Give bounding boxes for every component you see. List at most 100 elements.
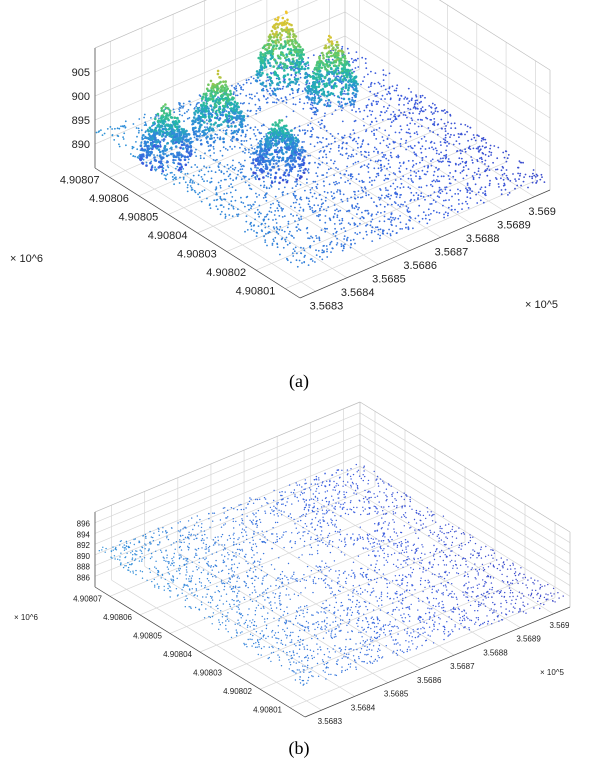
crown-point <box>325 61 329 64</box>
cloud-point <box>417 118 419 121</box>
crown-point <box>270 49 274 53</box>
crown-point <box>279 137 282 141</box>
cloud-point <box>274 181 276 183</box>
cloud-point <box>469 148 472 151</box>
crown-point <box>229 92 233 95</box>
cloud-point <box>504 188 507 191</box>
cloud-point <box>464 133 466 136</box>
cloud-point <box>255 235 258 238</box>
cloud-point <box>166 165 169 167</box>
crown-point <box>177 168 181 172</box>
crown-point <box>289 156 293 159</box>
cloud-point <box>250 76 253 78</box>
cloud-point <box>428 147 431 150</box>
cloud-point <box>186 190 189 193</box>
cloud-point <box>302 210 305 212</box>
cloud-point <box>420 125 423 128</box>
cloud-point <box>315 185 318 188</box>
cloud-point <box>406 632 408 635</box>
cloud-point <box>440 144 442 147</box>
cloud-point <box>416 107 419 110</box>
y-multiplier: × 10^6 <box>10 253 43 265</box>
crown-point <box>279 44 283 47</box>
cloud-point <box>325 156 328 159</box>
crown-point <box>200 142 203 146</box>
crown-point <box>297 152 301 156</box>
cloud-point <box>365 194 368 197</box>
cloud-point <box>215 186 218 189</box>
cloud-point <box>387 524 390 526</box>
cloud-point <box>391 85 394 88</box>
cloud-point <box>229 605 231 608</box>
crown-point <box>343 76 347 80</box>
cloud-point <box>341 142 344 145</box>
cloud-point <box>141 546 143 548</box>
cloud-point <box>247 78 250 81</box>
crown-point <box>281 23 284 27</box>
cloud-point <box>362 237 365 240</box>
cloud-point <box>153 578 155 581</box>
cloud-point <box>538 597 541 599</box>
crown-point <box>225 117 229 120</box>
crown-point <box>269 57 273 61</box>
cloud-point <box>407 87 410 90</box>
cloud-point <box>385 488 388 490</box>
cloud-point <box>206 126 209 129</box>
cloud-point <box>294 197 297 199</box>
cloud-point <box>545 599 547 601</box>
cloud-point <box>125 540 128 543</box>
cloud-point <box>271 509 273 511</box>
cloud-point <box>341 146 344 149</box>
cloud-point <box>421 644 423 647</box>
crown-point <box>153 140 157 143</box>
cloud-point <box>431 146 433 149</box>
crown-point <box>262 176 265 179</box>
cloud-point <box>417 214 420 217</box>
cloud-point <box>443 638 445 641</box>
cloud-point <box>106 127 109 130</box>
crown-point <box>269 168 273 172</box>
cloud-point <box>408 608 411 610</box>
cloud-point <box>309 205 311 208</box>
cloud-point <box>245 560 247 562</box>
cloud-point <box>320 229 323 232</box>
cloud-point <box>253 133 256 135</box>
cloud-point <box>293 194 295 197</box>
cloud-point <box>457 199 460 201</box>
crown-point <box>321 74 324 78</box>
cloud-point <box>272 163 275 165</box>
crown-point <box>272 132 276 135</box>
cloud-point <box>285 98 288 101</box>
crown-point <box>197 114 201 118</box>
crown-point <box>355 89 358 92</box>
cloud-point <box>366 115 369 118</box>
cloud-point <box>403 498 405 501</box>
crown-point <box>259 150 262 154</box>
cloud-point <box>292 255 295 257</box>
cloud-point <box>320 203 323 206</box>
cloud-point <box>419 110 421 113</box>
crown-point <box>230 107 233 110</box>
cloud-point <box>180 105 183 108</box>
cloud-point <box>262 579 264 582</box>
cloud-point <box>337 210 340 213</box>
cloud-point <box>485 142 488 144</box>
crown-point <box>232 120 235 124</box>
cloud-point <box>232 207 235 210</box>
cloud-point <box>223 585 226 588</box>
cloud-point <box>492 161 494 164</box>
cloud-point <box>412 106 415 109</box>
cloud-point <box>267 175 269 178</box>
cloud-point <box>341 217 344 220</box>
cloud-point <box>363 613 365 615</box>
cloud-point <box>241 518 243 520</box>
cloud-point <box>317 566 319 568</box>
cloud-point <box>308 200 311 203</box>
cloud-point <box>281 87 284 90</box>
cloud-point <box>459 152 462 155</box>
cloud-point <box>442 157 444 160</box>
cloud-point <box>372 100 375 102</box>
cloud-point <box>396 186 399 188</box>
cloud-point <box>333 94 336 97</box>
cloud-point <box>312 650 315 652</box>
